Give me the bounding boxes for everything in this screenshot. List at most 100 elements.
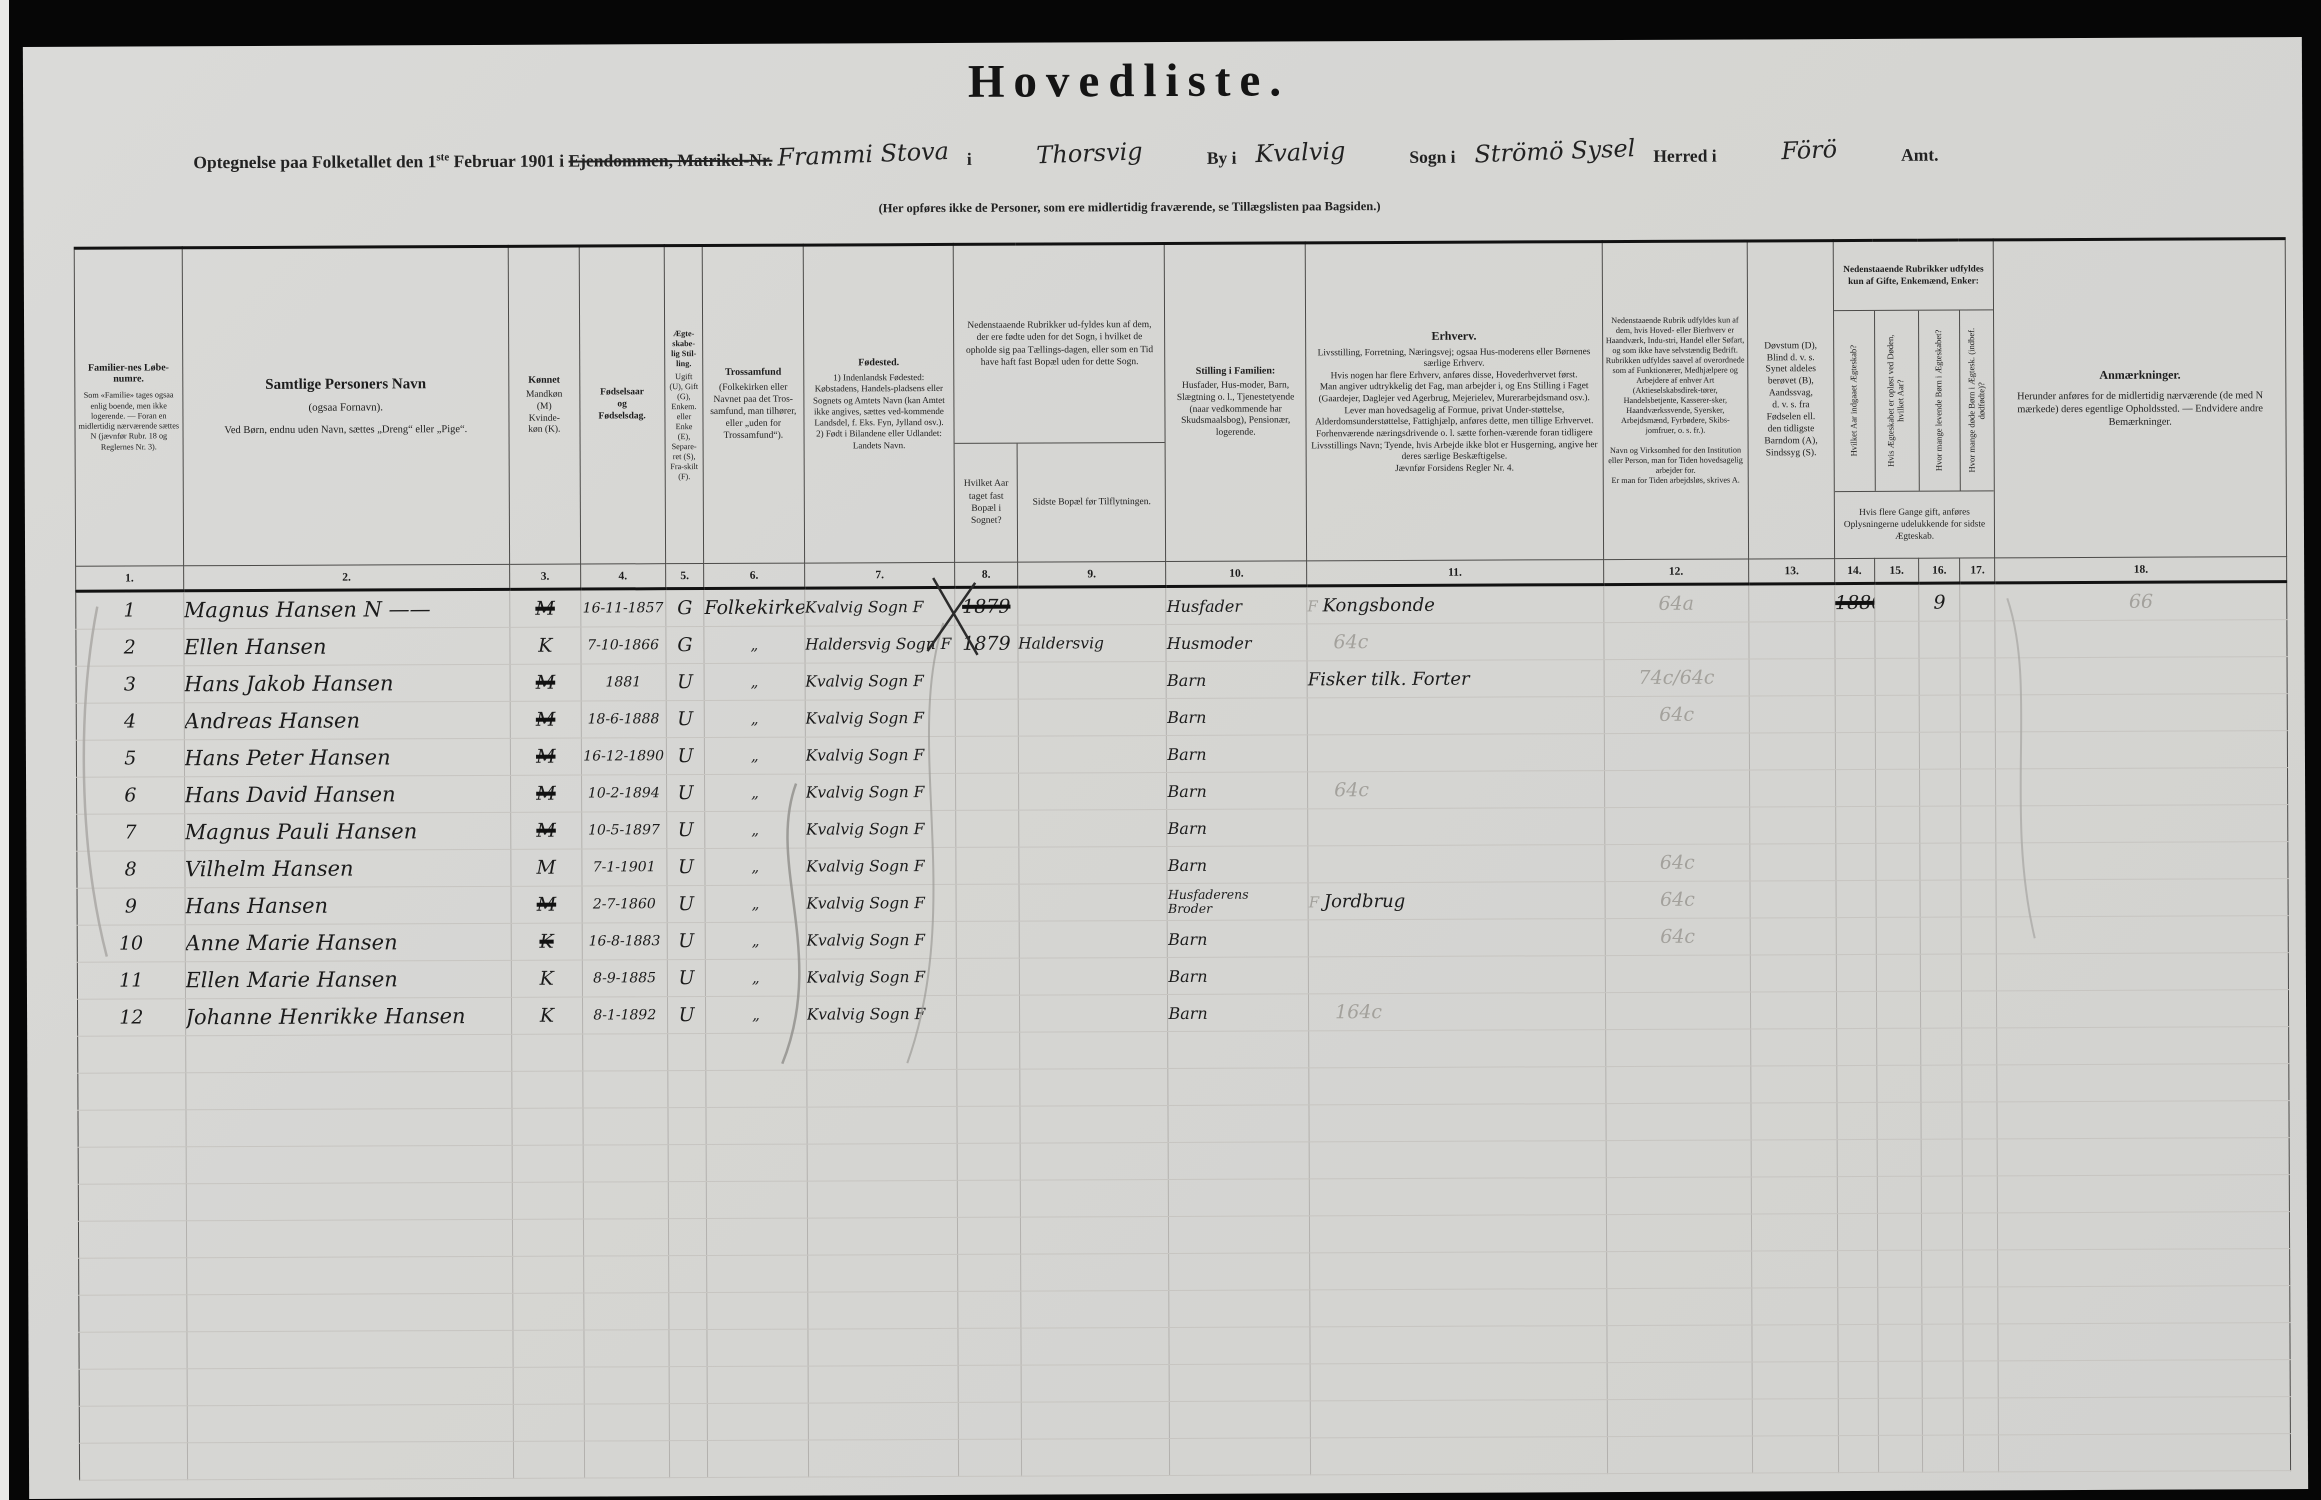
empty-cell (1962, 1101, 1998, 1140)
cell-sex: K (511, 997, 583, 1035)
empty-cell (186, 1367, 514, 1406)
empty-cell (1922, 1361, 1964, 1399)
empty-cell (1168, 1215, 1310, 1254)
empty-cell (186, 1404, 514, 1443)
cell-marriage-year (1836, 991, 1877, 1029)
empty-cell (1751, 1176, 1838, 1214)
empty-cell (957, 1069, 1020, 1107)
empty-cell (707, 1403, 809, 1441)
empty-cell (1169, 1437, 1311, 1476)
cell-infirmities (1750, 991, 1837, 1029)
empty-cell (806, 1106, 958, 1145)
cell-marital-status: G (665, 588, 704, 627)
cell-name: Hans David Hansen (184, 775, 511, 814)
cell-employer: 64c (1603, 695, 1750, 734)
empty-cell (1605, 1028, 1752, 1067)
cell-birthdate: 8-9-1885 (581, 959, 668, 998)
header-family-position: Stilling i Familien: Husfader, Hus-moder,… (1164, 242, 1307, 562)
cell-year-settled (955, 736, 1019, 774)
cell-marital-status: G (665, 626, 705, 664)
cell-sex: M (510, 738, 582, 776)
empty-cell (1019, 1142, 1169, 1181)
cell-year-settled (955, 662, 1018, 700)
handwritten-place: Thorsvig (1035, 137, 1143, 170)
cell-previous-residence (1018, 920, 1168, 959)
cell-marriage-dissolved (1874, 583, 1919, 622)
col-num: 1. (75, 565, 184, 592)
empty-cell (1168, 1030, 1309, 1069)
cell-occupation: F Jordbrug (1308, 881, 1605, 920)
cell-remarks (1995, 619, 2288, 658)
cell-children-alive (1920, 954, 1962, 992)
header-year-settled: Hvilket Aar taget fast Bopæl i Sognet? (963, 478, 1009, 527)
cell-family-number: 11 (77, 961, 186, 1000)
empty-cell (1308, 1066, 1606, 1105)
cell-family-number: 5 (76, 739, 185, 778)
cell-birthdate: 2-7-1860 (581, 885, 668, 924)
empty-cell (668, 1181, 707, 1219)
empty-cell (1921, 1102, 1963, 1140)
cell-infirmities (1750, 843, 1836, 881)
empty-cell (707, 1366, 808, 1404)
empty-cell (1998, 1322, 2291, 1361)
empty-cell (1962, 1249, 1999, 1288)
empty-cell (1921, 1250, 1964, 1288)
empty-cell (1019, 1031, 1169, 1070)
cell-name: Hans Hansen (184, 886, 512, 925)
cell-family-number: 6 (76, 776, 185, 815)
empty-cell (1837, 1213, 1878, 1251)
empty-cell (667, 1033, 706, 1071)
empty-cell (1309, 1288, 1607, 1327)
empty-cell (79, 1368, 187, 1407)
header-marital-status: Ægte-skabe-lig Stil-ling. Ugift (U), Gift… (664, 245, 704, 564)
empty-cell (1168, 1178, 1310, 1217)
empty-cell (1878, 1435, 1923, 1473)
cell-family-number: 8 (76, 850, 185, 889)
cell-family-position: Barn (1167, 808, 1308, 847)
empty-cell (1168, 1141, 1310, 1180)
cell-children-dead (1961, 842, 1997, 881)
empty-cell (582, 1144, 669, 1183)
cell-birthdate: 7-10-1866 (580, 626, 666, 665)
cell-previous-residence (1018, 883, 1168, 922)
empty-cell (78, 1220, 187, 1259)
empty-cell (668, 1218, 707, 1256)
cell-marriage-year (1834, 658, 1876, 696)
empty-cell (1877, 1361, 1923, 1399)
cell-remarks (1996, 915, 2289, 954)
cell-family-number: 12 (77, 998, 186, 1037)
empty-cell (1837, 1398, 1879, 1436)
empty-cell (79, 1405, 187, 1444)
cell-children-dead (1961, 916, 1997, 955)
cell-remarks (1996, 989, 2289, 1028)
empty-cell (78, 1183, 186, 1222)
cell-marriage-dissolved (1876, 991, 1921, 1029)
cell-birthdate: 10-2-1894 (581, 774, 667, 813)
col-num: 6. (703, 563, 805, 589)
header-infirmities: Døvstum (D), Blind d. v. s. Synet aldele… (1747, 240, 1835, 559)
cell-birthplace: Kvalvig Sogn F (805, 921, 957, 960)
cell-employer (1605, 991, 1751, 1030)
empty-cell (1309, 1177, 1606, 1216)
empty-cell (957, 1254, 1021, 1292)
cell-name: Magnus Pauli Hansen (184, 812, 512, 851)
cell-marriage-year (1835, 880, 1877, 918)
col-num: 12. (1603, 558, 1749, 585)
empty-cell (1963, 1434, 2000, 1473)
cell-previous-residence: Haldersvig (1017, 624, 1167, 663)
empty-cell (1922, 1324, 1964, 1362)
empty-cell (511, 1071, 583, 1109)
col-num: 11. (1306, 559, 1604, 586)
empty-cell (1605, 1102, 1752, 1141)
cell-occupation: 64c (1307, 770, 1605, 809)
empty-cell (1168, 1104, 1310, 1143)
form-heading-line: Optegnelse paa Folketallet den 1ste Febr… (193, 134, 2173, 175)
cell-marriage-year (1835, 769, 1876, 807)
cell-marriage-year (1834, 695, 1876, 733)
label-by: By i (1206, 147, 1237, 168)
empty-cell (1998, 1248, 2290, 1287)
cell-birthdate: 1881 (580, 663, 667, 702)
empty-cell (512, 1219, 584, 1257)
col-num: 8. (954, 562, 1018, 588)
empty-cell (78, 1257, 187, 1296)
